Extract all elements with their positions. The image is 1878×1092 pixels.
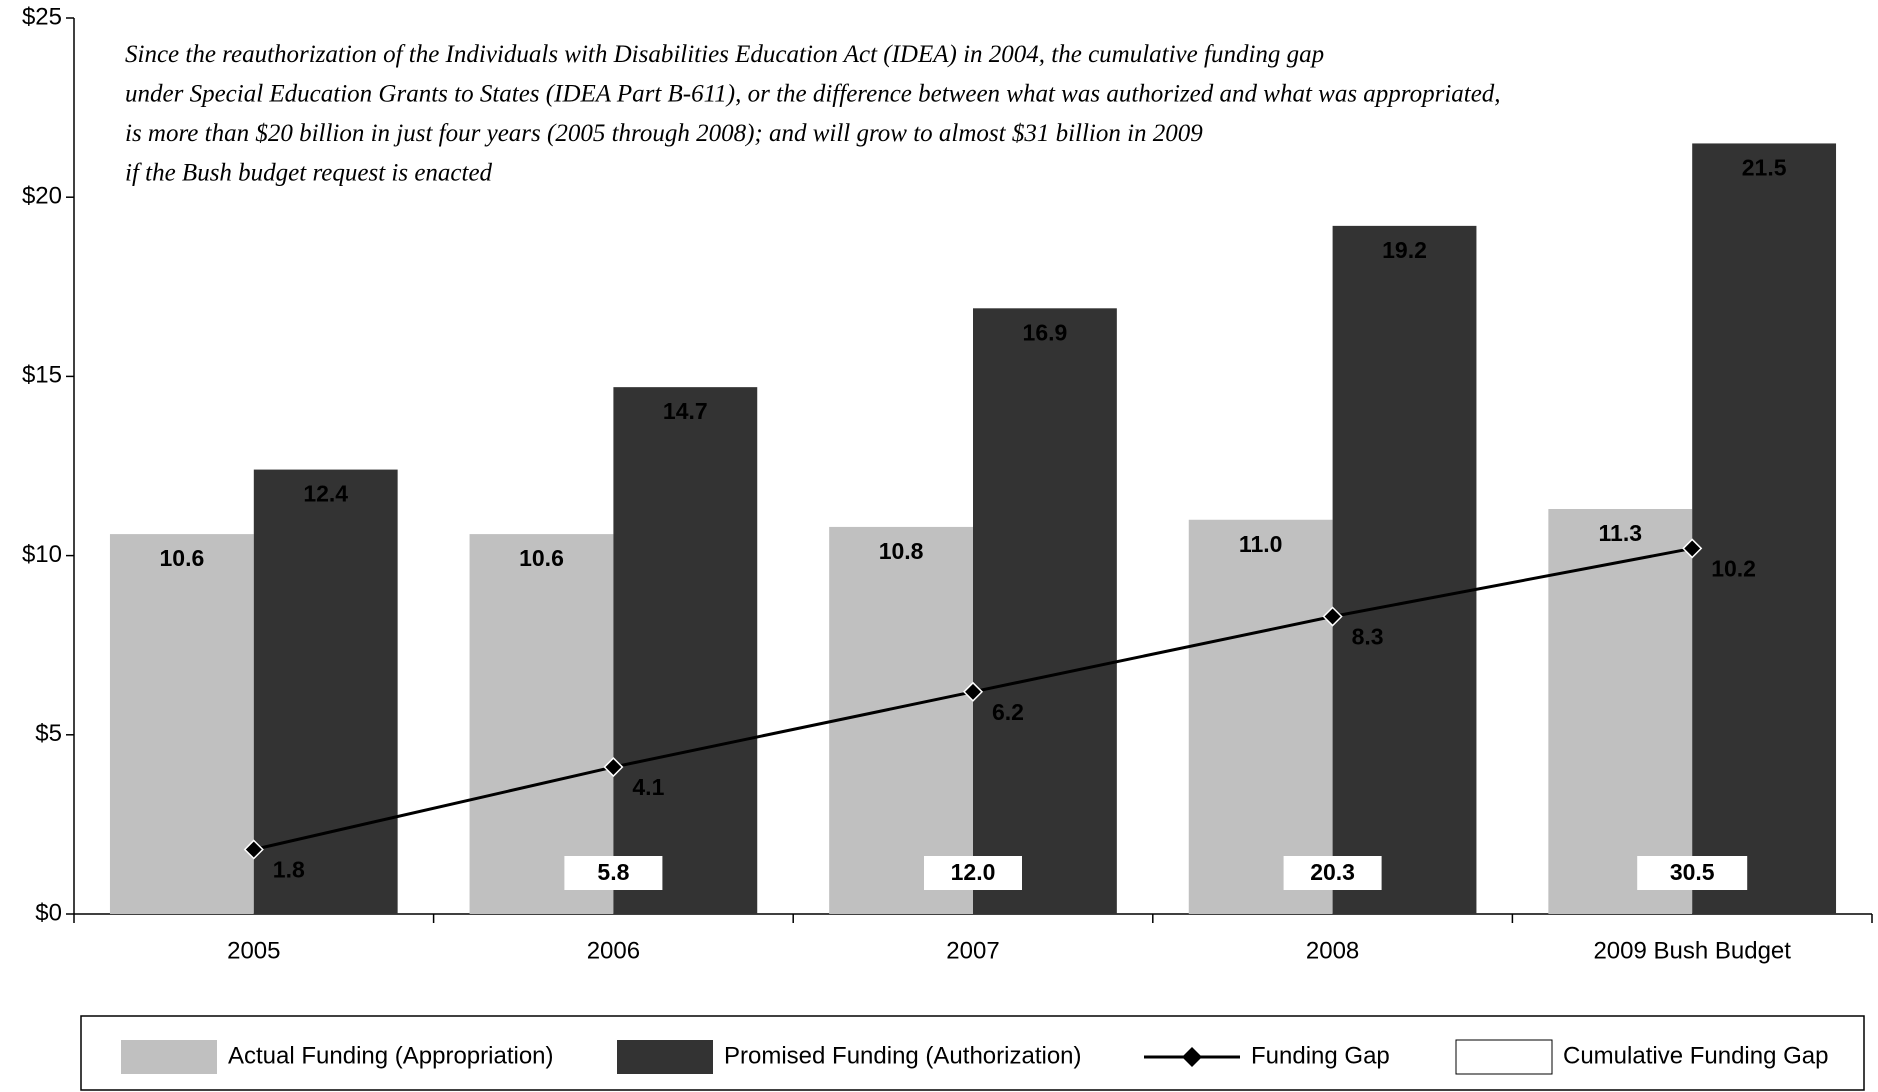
cumulative-box xyxy=(1637,856,1748,890)
bar xyxy=(613,387,758,915)
legend-label: Actual Funding (Appropriation) xyxy=(228,1042,554,1069)
x-tick-label: 2005 xyxy=(227,937,280,964)
data-label: 10.6 xyxy=(519,545,564,571)
data-label: 30.5 xyxy=(1670,859,1715,885)
y-tick-label: $15 xyxy=(22,362,62,389)
data-label: 10.2 xyxy=(1711,556,1756,582)
y-tick-label: $20 xyxy=(22,183,62,210)
bar xyxy=(1692,143,1837,914)
annotation: under Special Education Grants to States… xyxy=(125,81,1501,108)
cumulative-box xyxy=(1283,856,1382,890)
y-tick-label: $5 xyxy=(35,720,62,747)
x-tick-label: 2009 Bush Budget xyxy=(1593,937,1791,964)
bar xyxy=(253,469,398,914)
cumulative-box xyxy=(924,856,1022,890)
data-label: 4.1 xyxy=(632,774,664,800)
marker xyxy=(962,681,984,702)
y-tick-label: $25 xyxy=(22,3,62,30)
cumulative-box xyxy=(564,856,663,890)
data-label: 10.8 xyxy=(879,538,924,564)
x-tick-label: 2006 xyxy=(587,937,640,964)
data-label: 14.7 xyxy=(663,398,708,424)
bar xyxy=(469,534,614,914)
data-label: 12.4 xyxy=(303,481,348,507)
data-label: 1.8 xyxy=(273,857,305,883)
legend-marker xyxy=(1182,1047,1202,1067)
legend-swatch xyxy=(1455,1039,1553,1075)
marker xyxy=(603,756,624,778)
data-label: 10.6 xyxy=(159,545,204,571)
legend-label: Cumulative Funding Gap xyxy=(1563,1042,1828,1069)
data-label: 5.8 xyxy=(597,859,629,885)
bar xyxy=(109,534,254,914)
marker xyxy=(1322,606,1343,627)
data-label: 20.3 xyxy=(1310,859,1355,885)
x-tick-label: 2008 xyxy=(1306,937,1359,964)
bar xyxy=(829,526,973,914)
marker xyxy=(1682,538,1703,559)
data-label: 16.9 xyxy=(1023,319,1068,345)
legend-swatch xyxy=(617,1040,713,1074)
y-tick-label: $0 xyxy=(35,899,62,926)
bar xyxy=(1548,509,1693,914)
bar xyxy=(1188,519,1333,914)
data-label: 11.0 xyxy=(1239,531,1283,557)
data-label: 12.0 xyxy=(951,859,996,885)
legend-label: Promised Funding (Authorization) xyxy=(724,1042,1082,1069)
bar xyxy=(1332,225,1477,914)
annotation: if the Bush budget request is enacted xyxy=(125,160,493,187)
legend-label: Funding Gap xyxy=(1251,1042,1390,1069)
annotation: is more than $20 billion in just four ye… xyxy=(125,120,1203,147)
data-label: 19.2 xyxy=(1382,237,1427,263)
data-label: 8.3 xyxy=(1352,624,1384,650)
marker xyxy=(243,839,264,860)
annotation: Since the reauthorization of the Individ… xyxy=(125,41,1324,68)
legend-swatch xyxy=(121,1040,217,1074)
bar xyxy=(973,308,1117,915)
legend-box xyxy=(80,1015,1865,1091)
data-label: 6.2 xyxy=(992,699,1024,725)
data-label: 11.3 xyxy=(1599,520,1643,546)
x-tick-label: 2007 xyxy=(946,937,999,964)
y-tick-label: $10 xyxy=(22,541,62,568)
data-label: 21.5 xyxy=(1742,155,1787,181)
